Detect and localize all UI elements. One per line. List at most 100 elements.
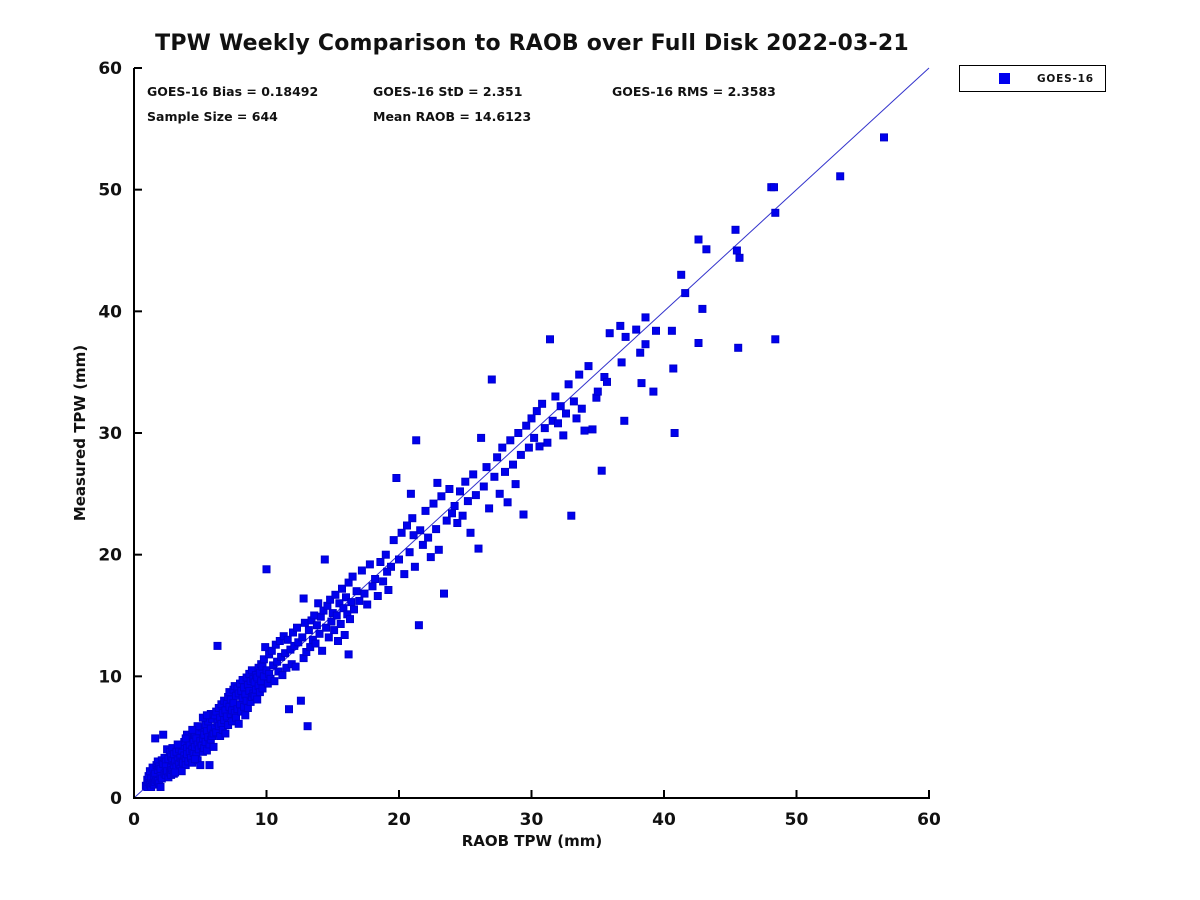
data-point	[469, 470, 478, 479]
data-point	[412, 436, 421, 445]
data-point	[371, 575, 380, 583]
data-point	[434, 545, 443, 554]
data-point	[836, 172, 845, 181]
data-point	[477, 433, 486, 442]
data-point	[196, 761, 205, 770]
data-point	[564, 380, 573, 389]
data-point	[698, 304, 707, 313]
data-point	[732, 246, 741, 255]
scatter-points-GOES-16	[141, 133, 888, 791]
data-point	[603, 377, 611, 386]
data-point	[395, 555, 403, 564]
data-point	[636, 348, 645, 357]
data-point	[381, 550, 390, 559]
data-point	[397, 528, 406, 537]
data-point	[735, 253, 744, 262]
data-point	[461, 477, 470, 486]
data-point	[641, 313, 650, 322]
data-point	[151, 734, 160, 743]
stat-mean-raob: Mean RAOB = 14.6123	[373, 109, 532, 124]
data-point	[485, 504, 494, 513]
data-point	[450, 502, 459, 510]
data-point	[360, 589, 369, 598]
data-point	[190, 755, 199, 764]
data-point	[270, 677, 279, 686]
data-point	[554, 419, 562, 428]
data-point	[433, 478, 442, 487]
legend-box: GOES-16	[959, 65, 1106, 92]
data-point	[445, 485, 454, 493]
data-point	[293, 623, 301, 632]
data-point	[181, 734, 190, 743]
x-tick-label: 40	[652, 810, 676, 830]
data-point	[368, 582, 377, 591]
data-point	[379, 577, 388, 586]
y-axis-label: Measured TPW (mm)	[71, 344, 89, 522]
data-point	[342, 593, 350, 602]
data-point	[352, 587, 361, 596]
x-tick-label: 0	[128, 810, 140, 830]
data-point	[315, 629, 324, 638]
data-point	[312, 621, 321, 630]
data-point	[410, 562, 419, 571]
data-point	[429, 499, 438, 508]
data-point	[538, 399, 547, 408]
x-axis-label: RAOB TPW (mm)	[461, 832, 603, 850]
data-point	[677, 270, 686, 279]
data-point	[173, 740, 182, 749]
data-point	[621, 332, 630, 341]
data-point	[437, 492, 446, 501]
data-point	[406, 489, 415, 498]
data-point	[453, 519, 462, 527]
data-point	[572, 414, 581, 423]
data-point	[213, 641, 222, 650]
data-point	[466, 528, 475, 537]
data-point	[458, 511, 467, 520]
data-point	[731, 225, 740, 234]
data-point	[506, 436, 515, 445]
data-point	[156, 783, 165, 791]
data-point	[336, 620, 345, 628]
data-point	[535, 442, 544, 451]
data-point	[314, 599, 323, 608]
data-point	[338, 584, 346, 593]
data-point	[530, 433, 539, 442]
data-point	[524, 443, 533, 452]
data-point	[474, 544, 483, 553]
data-point	[400, 570, 409, 579]
data-point	[432, 525, 441, 534]
data-point	[667, 326, 676, 335]
data-point	[334, 637, 342, 645]
data-point	[348, 572, 357, 581]
data-point	[551, 392, 560, 401]
data-point	[296, 696, 305, 705]
data-point	[471, 491, 480, 500]
data-point	[540, 424, 549, 433]
data-point	[543, 438, 552, 447]
x-tick-label: 60	[917, 810, 941, 830]
data-point	[617, 358, 626, 367]
data-point	[347, 598, 356, 607]
data-point	[384, 586, 393, 594]
data-point	[421, 506, 430, 515]
data-point	[694, 339, 703, 347]
data-point	[332, 611, 341, 620]
data-point	[414, 621, 423, 630]
data-point	[734, 343, 743, 352]
data-point	[363, 600, 372, 609]
data-point	[303, 722, 312, 731]
data-point	[637, 379, 646, 388]
data-point	[771, 335, 780, 344]
data-point	[283, 635, 292, 644]
data-point	[482, 463, 491, 472]
data-point	[503, 498, 512, 507]
data-point	[632, 325, 641, 334]
data-point	[559, 431, 568, 440]
data-point	[327, 617, 336, 626]
data-point	[463, 497, 472, 506]
data-point	[562, 409, 570, 418]
data-point	[605, 329, 614, 338]
data-point	[498, 443, 507, 452]
data-point	[490, 472, 499, 481]
data-point	[652, 326, 660, 335]
